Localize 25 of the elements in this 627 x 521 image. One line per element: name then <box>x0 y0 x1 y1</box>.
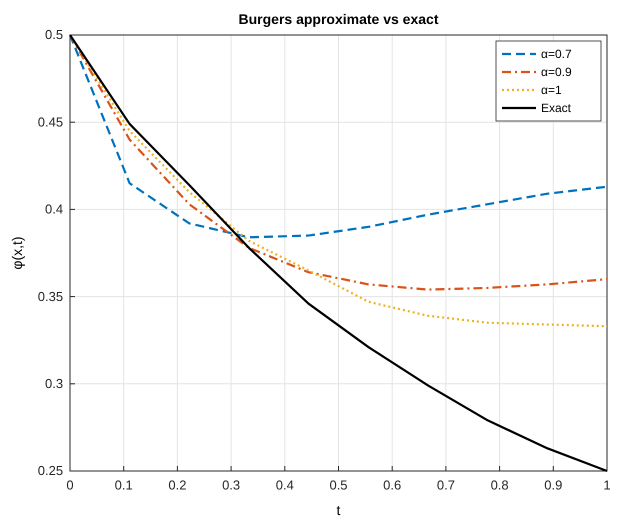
y-tick-label: 0.45 <box>38 114 64 130</box>
x-tick-label: 0.4 <box>276 478 294 493</box>
y-tick-label: 0.25 <box>38 463 64 478</box>
x-tick-label: 0 <box>66 478 74 493</box>
x-tick-label: 1 <box>603 478 611 493</box>
x-tick-label: 0.8 <box>490 478 509 493</box>
y-tick-label: 0.35 <box>38 288 64 304</box>
line-series <box>68 34 608 472</box>
legend-label: α=0.9 <box>541 65 572 79</box>
x-tick-label: 0.7 <box>436 478 455 493</box>
y-tick-label: 0.4 <box>45 202 64 217</box>
legend-label: α=0.7 <box>541 47 572 61</box>
y-axis-title: φ(x,t) <box>9 236 25 270</box>
x-tick-label: 0.9 <box>544 478 562 493</box>
x-tick-label: 0.1 <box>114 478 133 493</box>
x-tick-label: 0.5 <box>329 478 348 493</box>
y-tick-label: 0.3 <box>45 376 64 391</box>
x-tick-label: 0.2 <box>168 478 186 493</box>
legend-label: Exact <box>541 101 572 115</box>
x-tick-label: 0.6 <box>383 478 402 493</box>
y-tick-label: 0.5 <box>45 27 64 42</box>
x-tick-label: 0.3 <box>222 478 240 493</box>
x-axis-title: t <box>336 502 341 518</box>
chart-title: Burgers approximate vs exact <box>238 11 439 27</box>
legend-label: α=1 <box>541 83 562 97</box>
